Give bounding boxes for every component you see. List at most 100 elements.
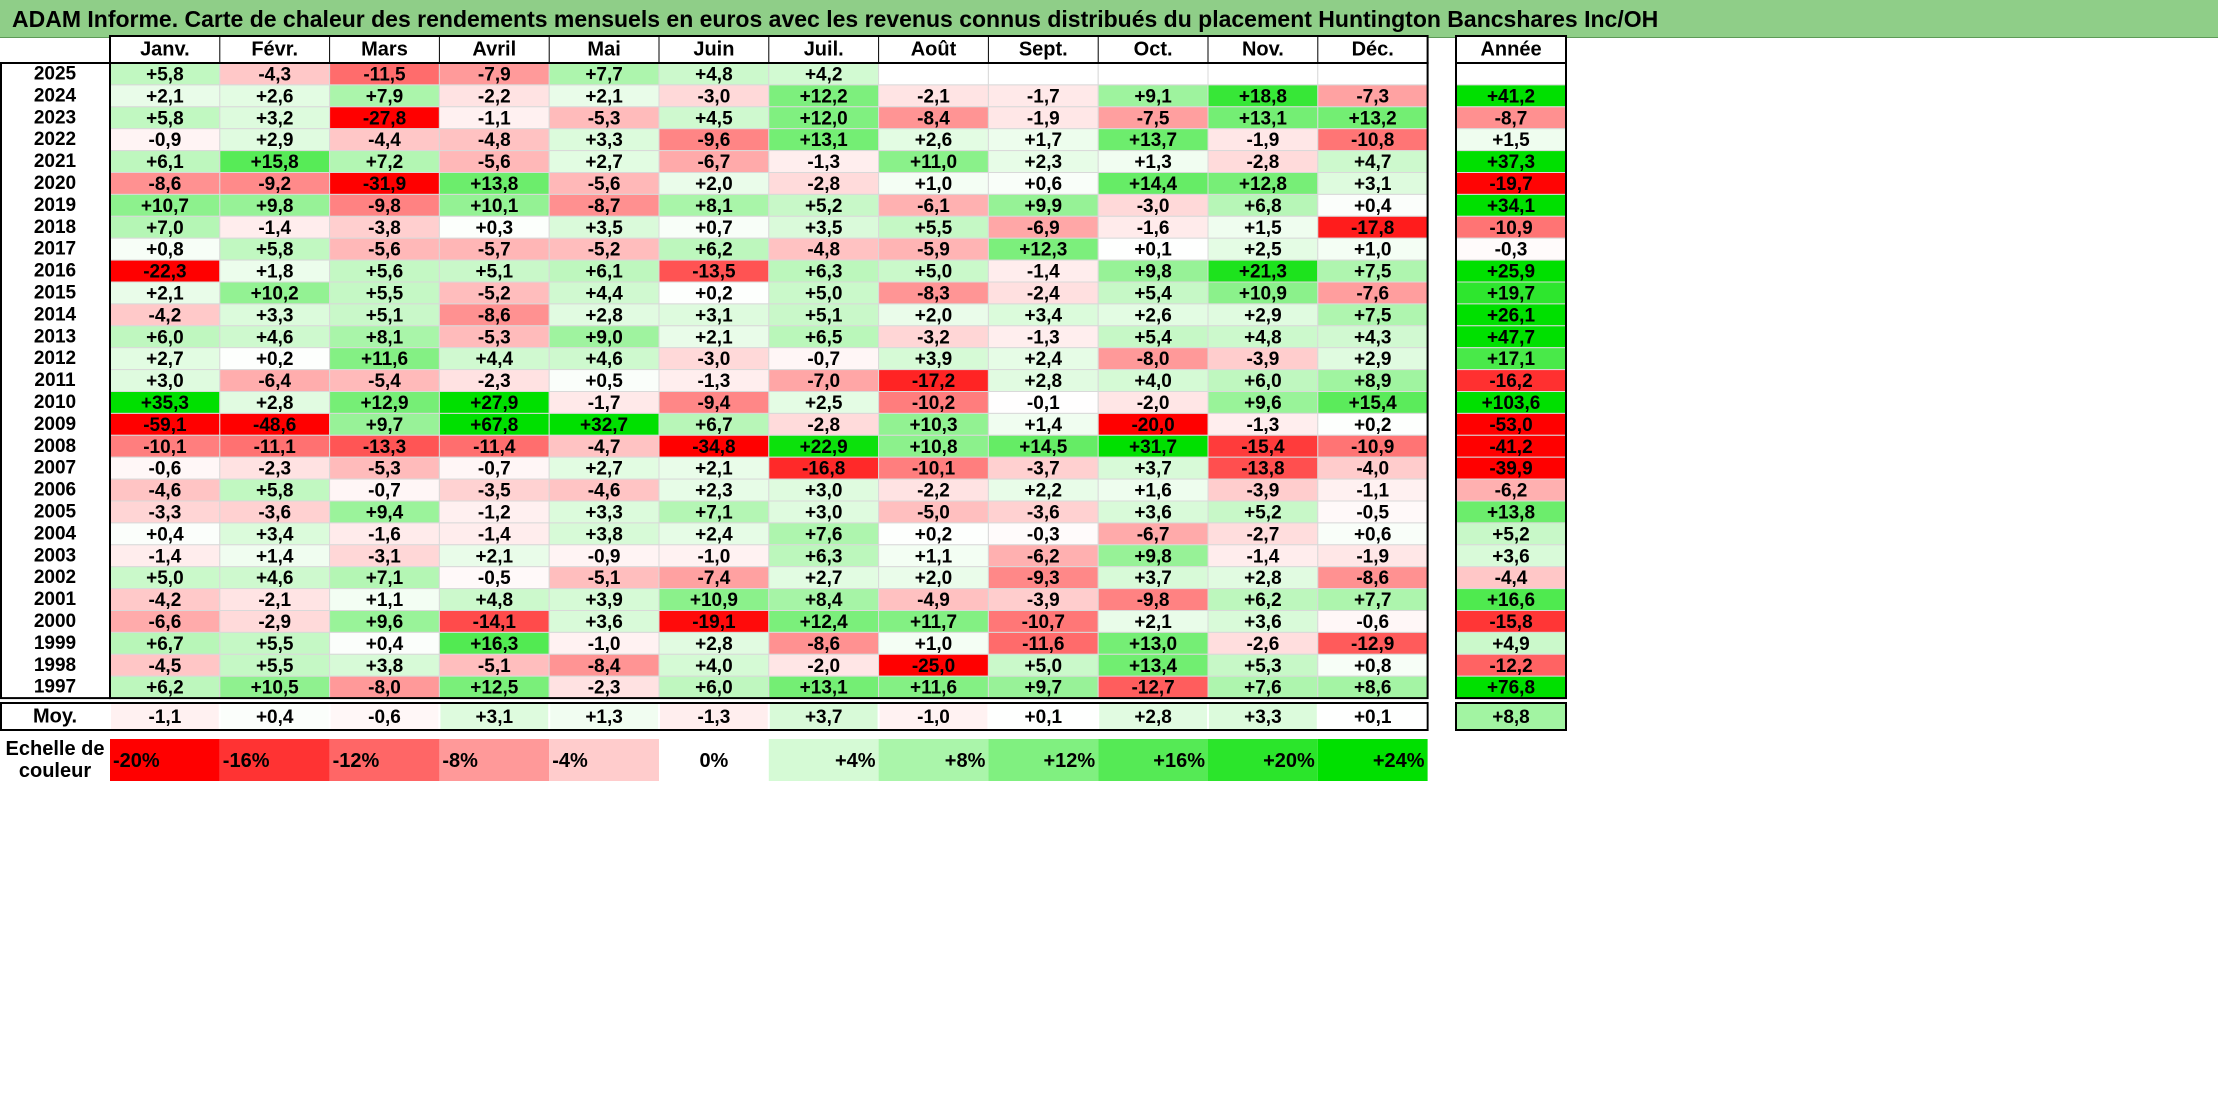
heat-cell [1317, 62, 1429, 86]
row-year-label: 2003 [34, 545, 76, 566]
cell-value: -10,1 [143, 437, 187, 458]
scale-swatch [329, 739, 440, 781]
cell-value: +7,9 [366, 86, 404, 107]
annual-value: +41,2 [1487, 86, 1535, 107]
cell-value: -10,7 [1022, 612, 1065, 633]
row-year-label: 2021 [34, 151, 77, 172]
cell-value: -1,0 [698, 546, 731, 567]
cell-value: -20,0 [1131, 415, 1174, 436]
cell-value: -4,8 [807, 240, 840, 261]
cell-value: -5,1 [478, 656, 511, 677]
scale-stop-label: +4% [835, 750, 876, 772]
cell-value: -4,5 [149, 656, 182, 677]
cell-value: -4,0 [1356, 459, 1389, 480]
cell-value: +5,8 [146, 64, 184, 85]
cell-value: +18,8 [1239, 86, 1287, 107]
average-value: -0,6 [368, 707, 401, 728]
cell-value: +10,7 [141, 196, 189, 217]
cell-value: +2,8 [256, 393, 294, 414]
cell-value: -2,3 [478, 371, 511, 392]
annual-value: +76,8 [1487, 678, 1535, 699]
cell-value: -1,9 [1247, 130, 1280, 151]
cell-value: +13,1 [800, 130, 849, 151]
cell-value: +2,4 [1025, 349, 1063, 370]
annual-border [1455, 62, 1567, 700]
cell-value: +11,6 [910, 678, 957, 699]
cell-value: +3,5 [585, 218, 623, 239]
cell-value: +10,2 [251, 283, 299, 304]
annual-value: -39,9 [1489, 459, 1532, 480]
scale-stop-label: +20% [1263, 750, 1315, 772]
cell-value: -8,6 [807, 634, 840, 655]
cell-value: +7,0 [146, 218, 184, 239]
cell-value: -3,6 [258, 502, 291, 523]
cell-value: +5,4 [1134, 327, 1172, 348]
cell-value: +4,6 [256, 568, 294, 589]
average-cell [220, 704, 329, 729]
row-year-label: 2010 [34, 392, 76, 413]
cell-value: +2,1 [146, 86, 184, 107]
cell-value: -2,7 [1247, 524, 1280, 545]
heat-cell [1097, 62, 1209, 86]
row-year-label: 2011 [34, 370, 76, 391]
cell-value: -5,4 [368, 371, 401, 392]
cell-value: -48,6 [253, 415, 296, 436]
cell-value: +7,5 [1354, 262, 1392, 283]
cell-value: -1,4 [478, 524, 511, 545]
annual-value: +3,6 [1492, 546, 1530, 567]
cell-value: +0,4 [146, 524, 184, 545]
scale-swatch [1208, 739, 1318, 781]
cell-value: -2,3 [588, 678, 621, 699]
cell-value: +13,8 [470, 174, 518, 195]
scale-swatch [110, 739, 220, 781]
cell-value: +1,3 [1134, 152, 1172, 173]
cell-value: +3,3 [256, 305, 294, 326]
cell-value: +0,2 [915, 524, 953, 545]
cell-value: -6,2 [1027, 546, 1060, 567]
row-year-label: 2008 [34, 436, 76, 457]
cell-value: +3,8 [585, 524, 623, 545]
cell-value: +7,7 [1354, 590, 1392, 611]
cell-value: +5,6 [366, 262, 404, 283]
cell-value: +3,4 [1025, 305, 1063, 326]
cell-value: -11,5 [363, 64, 406, 85]
row-year-label: 1998 [34, 655, 76, 676]
cell-value: -0,5 [478, 568, 511, 589]
scale-swatch [988, 739, 1099, 781]
cell-value: -9,4 [698, 393, 731, 414]
cell-value: +0,6 [1025, 174, 1063, 195]
annual-value: +5,2 [1492, 524, 1530, 545]
cell-value: +3,3 [585, 502, 623, 523]
cell-value: +9,8 [256, 196, 294, 217]
cell-value: -19,1 [692, 612, 736, 633]
cell-value: -8,6 [1356, 568, 1389, 589]
month-header: Févr. [251, 39, 298, 61]
cell-value: -4,8 [478, 130, 511, 151]
cell-value: -1,9 [1027, 108, 1060, 129]
cell-value: +3,1 [1354, 174, 1392, 195]
cell-value: -8,4 [588, 656, 621, 677]
cell-value: -1,3 [807, 152, 840, 173]
average-cell [989, 704, 1098, 729]
cell-value: -59,1 [143, 415, 187, 436]
annual-value: -12,2 [1489, 656, 1532, 677]
cell-value: +5,0 [1025, 656, 1063, 677]
annual-value: +34,1 [1487, 196, 1536, 217]
month-header: Juin [693, 39, 734, 61]
cell-value: +21,3 [1239, 262, 1287, 283]
cell-value: +1,1 [915, 546, 953, 567]
cell-value: +2,8 [695, 634, 733, 655]
cell-value: -17,8 [1351, 218, 1394, 239]
cell-value: -2,1 [917, 86, 950, 107]
cell-value: -2,8 [1247, 152, 1280, 173]
scale-stop-label: -20% [113, 750, 160, 772]
cell-value: -1,9 [1356, 546, 1389, 567]
scale-stop-label: +12% [1043, 750, 1095, 772]
cell-value: -1,6 [1137, 218, 1170, 239]
cell-value: -3,2 [917, 327, 950, 348]
cell-value: +13,4 [1129, 656, 1178, 677]
cell-value: +9,7 [366, 415, 404, 436]
cell-value: -5,6 [478, 152, 511, 173]
cell-value: +7,1 [695, 502, 733, 523]
cell-value: +2,0 [915, 568, 953, 589]
